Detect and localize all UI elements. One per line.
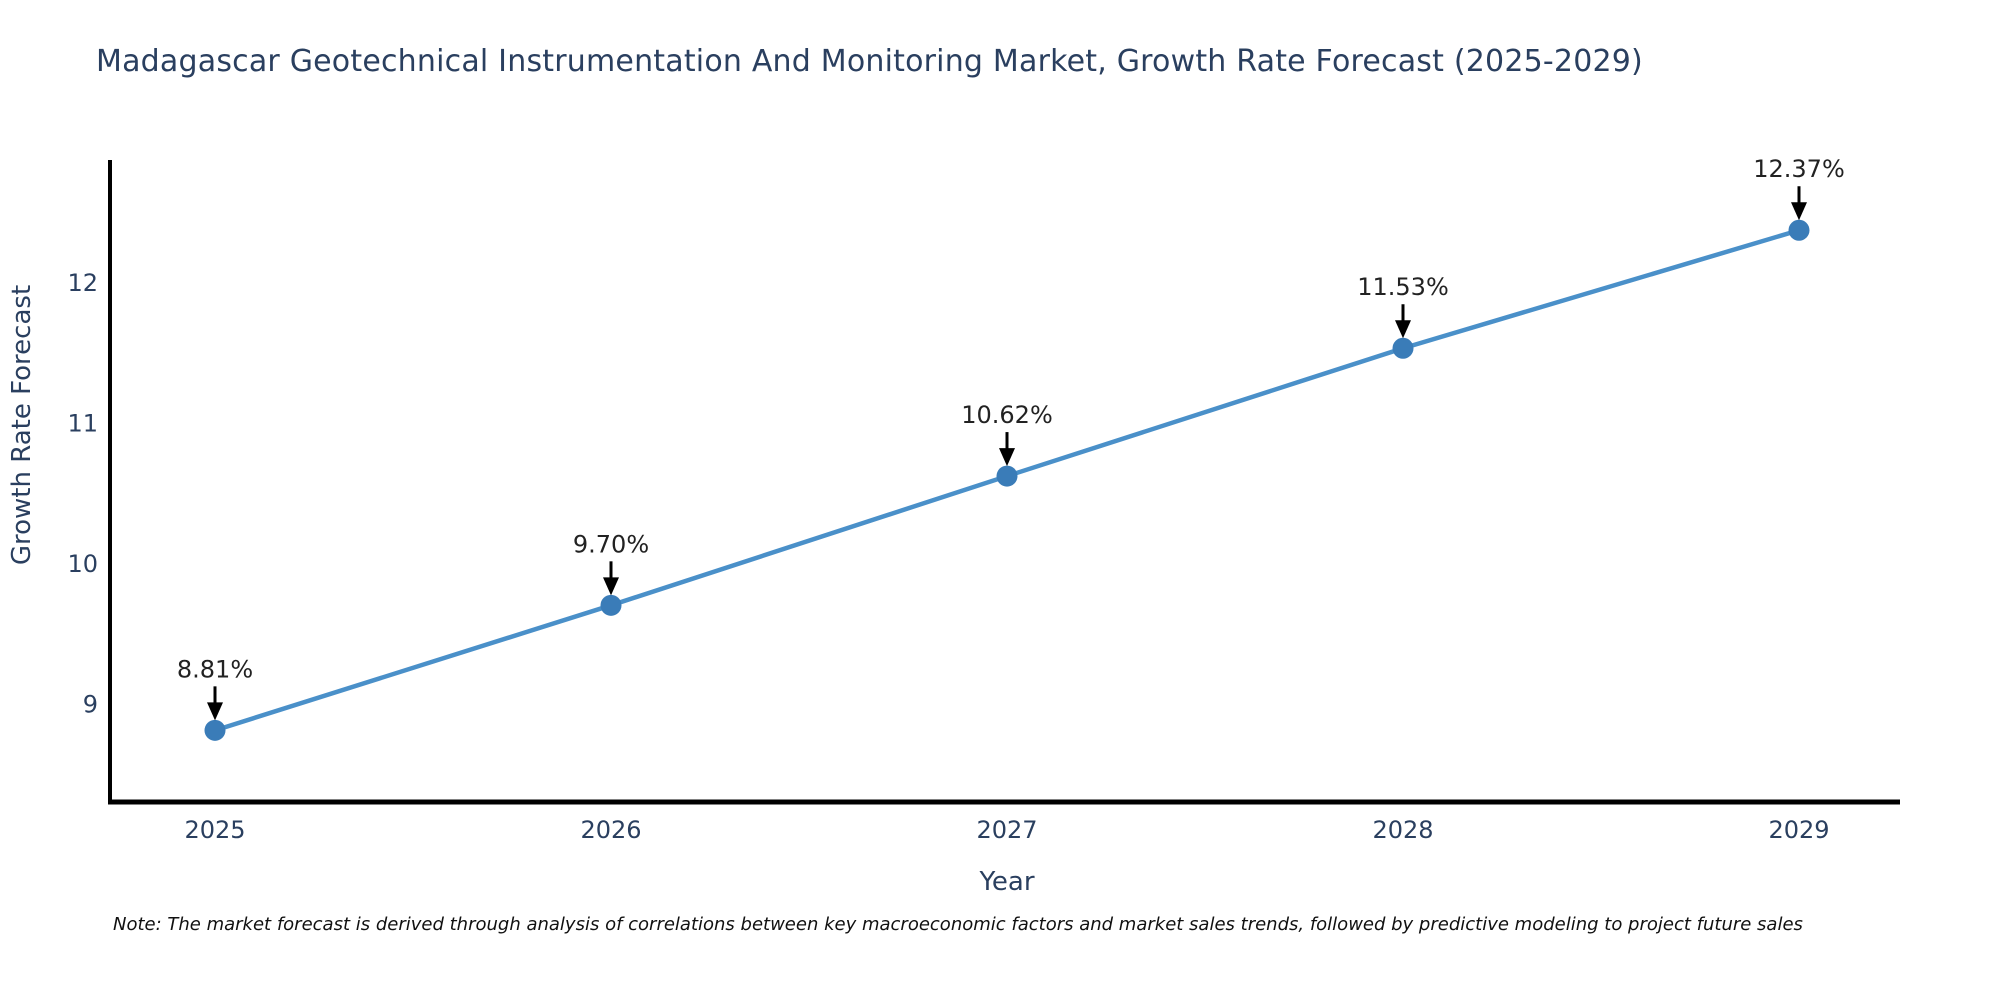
- data-point-label: 12.37%: [1753, 155, 1845, 183]
- data-point-marker: [1392, 337, 1414, 359]
- footnote-text: Note: The market forecast is derived thr…: [113, 914, 1803, 935]
- data-point-marker: [204, 719, 226, 741]
- annotation-arrow-head: [1395, 320, 1411, 339]
- data-point-label: 8.81%: [177, 655, 253, 683]
- annotation-arrow-head: [999, 448, 1015, 467]
- x-tick-label: 2027: [976, 816, 1037, 844]
- data-point-label: 11.53%: [1357, 273, 1449, 301]
- annotation-arrow-head: [207, 702, 223, 721]
- annotation-arrow-head: [1791, 202, 1807, 221]
- x-tick-label: 2029: [1768, 816, 1829, 844]
- data-point-marker: [600, 594, 622, 616]
- y-tick-label: 11: [67, 410, 98, 438]
- annotation-arrow-head: [603, 577, 619, 596]
- x-axis-title: Year: [978, 867, 1034, 897]
- data-point-marker: [1788, 219, 1810, 241]
- x-tick-label: 2025: [184, 816, 245, 844]
- data-point-label: 10.62%: [961, 401, 1053, 429]
- y-tick-label: 10: [67, 550, 98, 578]
- y-axis-title: Growth Rate Forecast: [7, 285, 37, 565]
- y-tick-label: 9: [83, 691, 98, 719]
- data-point-label: 9.70%: [573, 530, 649, 558]
- y-tick-label: 12: [67, 269, 98, 297]
- chart-title: Madagascar Geotechnical Instrumentation …: [96, 44, 1643, 79]
- x-tick-label: 2028: [1372, 816, 1433, 844]
- x-tick-label: 2026: [580, 816, 641, 844]
- data-point-marker: [996, 465, 1018, 487]
